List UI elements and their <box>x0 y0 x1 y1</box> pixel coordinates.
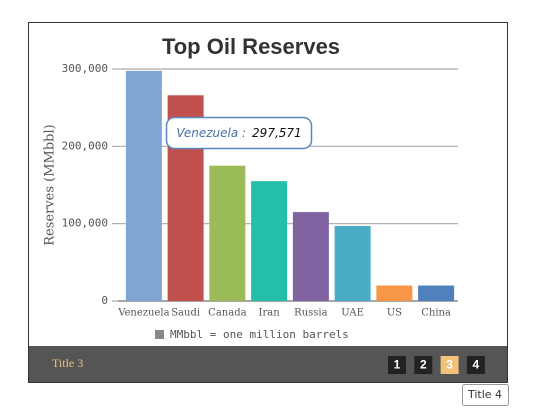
x-tick-label: Iran <box>259 308 281 319</box>
page-button[interactable] <box>440 356 459 374</box>
x-tick-label: Russia <box>294 308 327 319</box>
bar <box>418 285 455 301</box>
page-button[interactable] <box>388 356 406 374</box>
x-tick-label: Saudi <box>171 308 200 319</box>
y-tick-label: 0 <box>101 294 108 307</box>
x-tick-label: China <box>421 308 451 319</box>
legend-label: MMbbl = one million barrels <box>170 328 349 341</box>
bar <box>209 165 246 301</box>
caption: Title 3 <box>52 356 83 370</box>
tooltip-category: Venezuela : <box>176 126 246 140</box>
y-tick-label: 100,000 <box>62 217 108 230</box>
tooltip-value: 297,571 <box>252 126 302 140</box>
page-button-label[interactable]: 3 <box>446 358 453 372</box>
page-button-label[interactable]: 4 <box>473 358 480 372</box>
page-button[interactable] <box>466 356 485 374</box>
caption-bar <box>29 346 507 382</box>
bar <box>292 212 329 301</box>
x-tick-label: Venezuela <box>117 308 169 319</box>
y-tick-label: 300,000 <box>62 62 108 75</box>
hover-tooltip-box <box>462 384 509 406</box>
bar <box>376 285 413 301</box>
y-tick-label: 200,000 <box>62 139 108 152</box>
bar <box>334 225 371 301</box>
page-button-label[interactable]: 2 <box>420 358 427 372</box>
tooltip-box <box>165 116 313 150</box>
pager: 1 2 3 4 <box>388 356 485 374</box>
legend-swatch <box>155 330 164 339</box>
tooltip: Venezuela : 297,571 <box>176 126 301 140</box>
x-tick-label: US <box>387 308 402 319</box>
page-button-label[interactable]: 1 <box>394 358 401 372</box>
bar <box>125 70 162 302</box>
page-button[interactable] <box>414 356 433 374</box>
hover-tooltip: Title 4 <box>467 388 502 401</box>
y-axis-label: Reserves (MMbbl) <box>43 124 58 245</box>
chart-title: Top Oil Reserves <box>162 34 340 59</box>
x-tick-label: Canada <box>208 308 246 319</box>
bar <box>251 181 288 301</box>
x-tick-label: UAE <box>341 308 364 319</box>
plot: 0 100,000 200,000 300,000 Venezuela Saudi Cana… <box>62 62 458 341</box>
